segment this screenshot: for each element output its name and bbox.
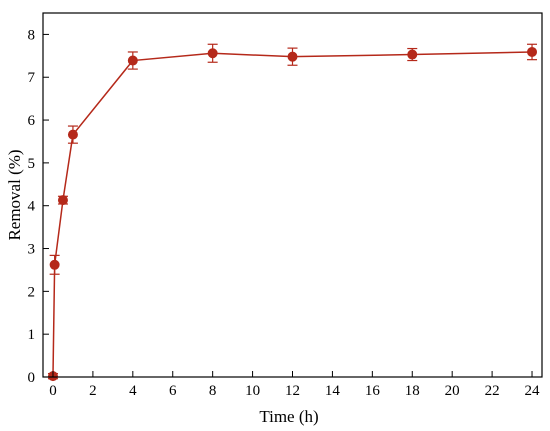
series-line [52,51,533,377]
x-tick-label: 22 [485,383,500,399]
data-point [527,46,538,57]
data-point [407,49,418,60]
x-tick-label: 20 [445,383,460,399]
y-tick-label: 3 [28,242,36,258]
x-tick-label: 18 [405,383,420,399]
y-tick-label: 4 [28,199,36,215]
data-point [287,51,298,62]
y-tick-label: 0 [28,370,36,386]
x-tick-label: 24 [525,383,541,399]
x-axis-title: Time (h) [259,407,318,426]
data-point [127,55,138,66]
x-tick-label: 2 [89,383,97,399]
data-point [67,129,78,140]
x-tick-label: 12 [285,383,300,399]
x-tick-label: 8 [209,383,217,399]
y-tick-label: 1 [28,327,36,343]
x-tick-label: 14 [325,383,341,399]
y-tick-label: 5 [28,156,36,172]
y-tick-label: 6 [28,113,36,129]
x-tick-label: 6 [169,383,177,399]
y-tick-label: 2 [28,284,36,300]
x-tick-label: 10 [245,383,260,399]
plot-frame [42,12,543,378]
y-axis: 0 1 2 3 4 5 6 7 8 [28,27,49,386]
y-tick-label: 8 [28,27,36,43]
x-tick-label: 4 [129,383,137,399]
x-tick-label: 0 [49,383,57,399]
x-tick-label: 16 [365,383,381,399]
y-axis-title: Removal (%) [5,149,24,240]
data-point [57,195,68,206]
data-point [207,48,218,59]
x-axis: 0 2 4 6 8 10 12 14 16 18 20 22 24 [49,371,540,399]
plot-area [47,43,538,382]
data-point [49,259,60,270]
y-tick-label: 7 [28,70,36,86]
